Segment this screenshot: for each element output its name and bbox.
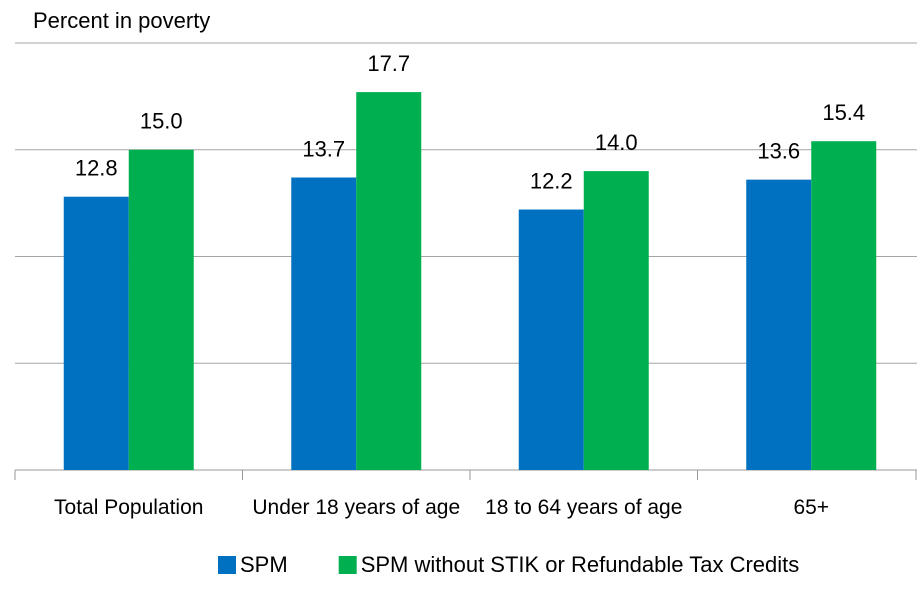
- x-tick-label: Total Population: [54, 496, 204, 519]
- bar: [356, 92, 422, 470]
- y-axis-label: Percent in poverty: [33, 8, 210, 33]
- data-label: 14.0: [595, 130, 638, 155]
- data-label: 12.2: [530, 168, 573, 193]
- legend-label: SPM without STIK or Refundable Tax Credi…: [361, 552, 800, 577]
- bar: [128, 149, 194, 470]
- bar: [583, 171, 649, 470]
- legend-label: SPM: [240, 552, 288, 577]
- bar: [811, 141, 877, 470]
- data-label: 17.7: [367, 51, 410, 76]
- data-label: 13.6: [757, 138, 800, 163]
- bar: [291, 177, 357, 470]
- data-label: 12.8: [75, 156, 118, 181]
- bar: [63, 196, 129, 470]
- x-tick-label: 65+: [793, 496, 830, 519]
- bar: [746, 179, 812, 470]
- data-label: 15.4: [822, 100, 865, 125]
- x-tick-label: 18 to 64 years of age: [485, 496, 683, 519]
- legend-swatch: [218, 556, 236, 574]
- bar: [518, 209, 584, 470]
- legend-swatch: [338, 556, 357, 574]
- x-tick-label: Under 18 years of age: [252, 496, 461, 519]
- data-label: 15.0: [140, 109, 183, 134]
- data-label: 13.7: [302, 136, 345, 161]
